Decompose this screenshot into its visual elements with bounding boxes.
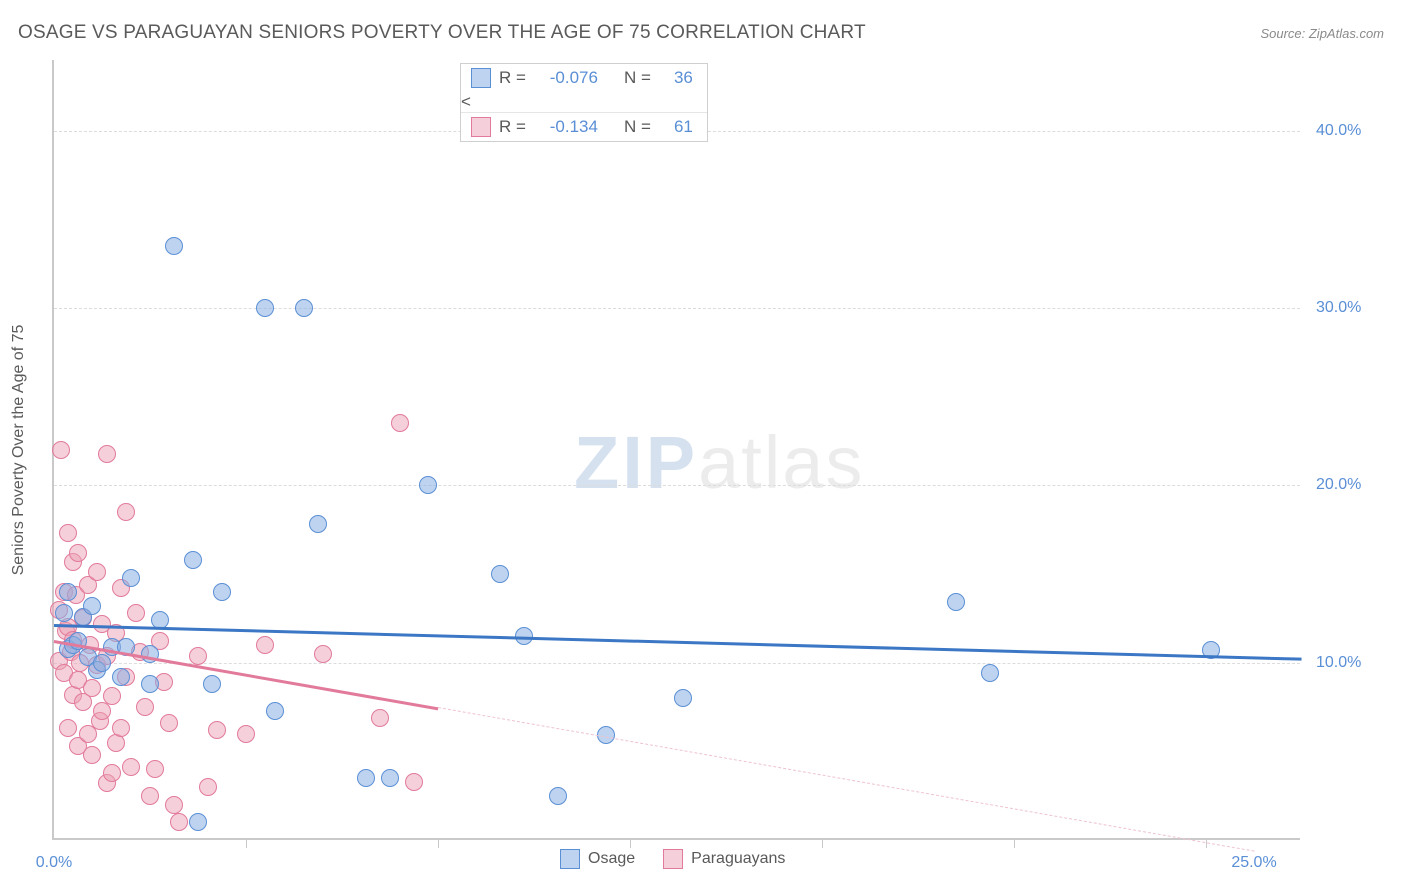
data-point (549, 787, 567, 805)
legend-r-paraguayan: -0.134 (534, 117, 598, 137)
data-point (357, 769, 375, 787)
data-point (59, 524, 77, 542)
x-tick-minor (246, 838, 247, 848)
data-point (122, 758, 140, 776)
data-point (213, 583, 231, 601)
legend-stats: R = -0.076 N = 36 < R = -0.134 N = 61 (460, 63, 708, 142)
data-point (199, 778, 217, 796)
data-point (146, 760, 164, 778)
data-point (491, 565, 509, 583)
data-point (981, 664, 999, 682)
data-point (122, 569, 140, 587)
x-tick-minor (438, 838, 439, 848)
data-point (947, 593, 965, 611)
data-point (52, 441, 70, 459)
data-point (314, 645, 332, 663)
gridline-h (54, 485, 1300, 486)
x-tick-label: 25.0% (1231, 854, 1276, 872)
trend-line (54, 624, 1302, 660)
x-tick-minor (1014, 838, 1015, 848)
data-point (103, 687, 121, 705)
data-point (256, 636, 274, 654)
plot-area: ZIPatlas 10.0%20.0%30.0%40.0%0.0%25.0% (52, 60, 1300, 840)
data-point (160, 714, 178, 732)
trend-line (438, 707, 1254, 852)
legend-label-osage: Osage (588, 850, 635, 868)
legend-swatch-blue-2 (560, 849, 580, 869)
data-point (165, 796, 183, 814)
legend-r-label: R = (499, 68, 526, 88)
y-tick-label: 10.0% (1316, 654, 1361, 672)
legend-swatch-pink-2 (663, 849, 683, 869)
data-point (117, 503, 135, 521)
data-point (189, 813, 207, 831)
data-point (59, 583, 77, 601)
data-point (371, 709, 389, 727)
data-point (256, 299, 274, 317)
legend-series: Osage Paraguayans (560, 849, 785, 869)
legend-n-paraguayan: 61 (659, 117, 693, 137)
legend-stats-row-osage: R = -0.076 N = 36 (461, 64, 707, 92)
data-point (419, 476, 437, 494)
data-point (112, 668, 130, 686)
legend-n-osage: 36 (659, 68, 693, 88)
data-point (165, 237, 183, 255)
data-point (83, 746, 101, 764)
x-tick-label: 0.0% (36, 854, 72, 872)
data-point (237, 725, 255, 743)
legend-r-label-2: R = (499, 117, 526, 137)
legend-r-osage: -0.076 (534, 68, 598, 88)
data-point (83, 597, 101, 615)
gridline-h (54, 663, 1300, 664)
data-point (88, 563, 106, 581)
y-tick-label: 20.0% (1316, 476, 1361, 494)
data-point (55, 604, 73, 622)
y-axis-label: Seniors Poverty Over the Age of 75 (10, 325, 28, 576)
data-point (93, 654, 111, 672)
data-point (59, 719, 77, 737)
data-point (141, 675, 159, 693)
x-tick-minor (822, 838, 823, 848)
legend-n-label: N = (624, 68, 651, 88)
data-point (69, 544, 87, 562)
gridline-h (54, 308, 1300, 309)
data-point (112, 719, 130, 737)
data-point (83, 679, 101, 697)
data-point (266, 702, 284, 720)
y-tick-label: 40.0% (1316, 122, 1361, 140)
watermark: ZIPatlas (574, 420, 864, 505)
data-point (127, 604, 145, 622)
data-point (184, 551, 202, 569)
data-point (141, 787, 159, 805)
y-tick-label: 30.0% (1316, 299, 1361, 317)
legend-item-paraguayan: Paraguayans (663, 849, 785, 869)
x-tick-minor (630, 838, 631, 848)
data-point (103, 764, 121, 782)
data-point (674, 689, 692, 707)
data-point (208, 721, 226, 739)
legend-n-label-2: N = (624, 117, 651, 137)
data-point (391, 414, 409, 432)
chart-title: OSAGE VS PARAGUAYAN SENIORS POVERTY OVER… (18, 22, 866, 44)
data-point (295, 299, 313, 317)
data-point (381, 769, 399, 787)
legend-item-osage: Osage (560, 849, 635, 869)
data-point (309, 515, 327, 533)
legend-swatch-blue (471, 68, 491, 88)
chart-source: Source: ZipAtlas.com (1260, 26, 1384, 41)
data-point (189, 647, 207, 665)
data-point (98, 445, 116, 463)
data-point (170, 813, 188, 831)
data-point (405, 773, 423, 791)
watermark-zip: ZIP (574, 421, 698, 504)
data-point (203, 675, 221, 693)
legend-swatch-pink (471, 117, 491, 137)
data-point (136, 698, 154, 716)
legend-label-paraguayan: Paraguayans (691, 850, 785, 868)
legend-stats-row-paraguayan: R = -0.134 N = 61 (461, 112, 707, 141)
watermark-atlas: atlas (698, 421, 864, 504)
